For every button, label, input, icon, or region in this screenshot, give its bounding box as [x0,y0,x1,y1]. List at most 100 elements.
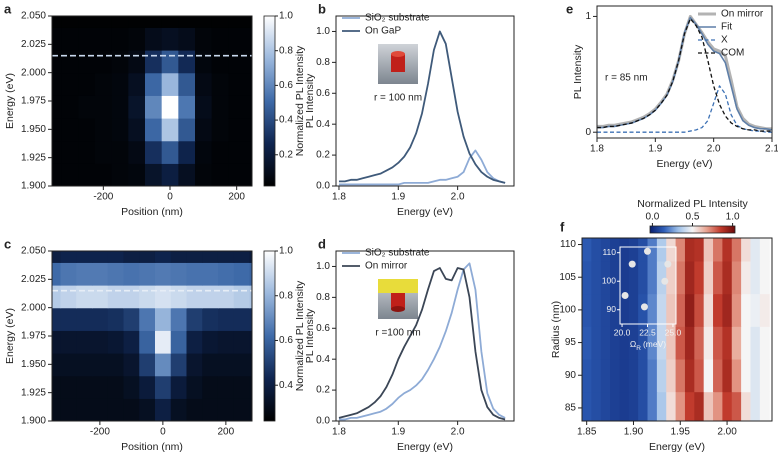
heatmap-cell [217,330,235,354]
heatmap-cell [628,358,639,393]
heatmap-cell [656,326,667,360]
render-disk [391,54,405,72]
heatmap-cell [638,358,649,393]
heatmap-cell [52,72,63,96]
panel-letter: d [318,236,326,251]
heatmap-cell [61,95,79,119]
heatmap-cell [750,293,761,327]
heatmap-cell [52,95,63,119]
heatmap-cell [111,95,129,119]
heatmap-cell [228,118,246,142]
x-tick-label: 1.8 [332,427,346,438]
legend-label: Fit [721,22,732,33]
heatmap-cell [245,95,252,119]
heatmap-cell [128,50,146,74]
inset-point [640,303,648,311]
heatmap-cell [145,163,163,186]
heatmap-cell [750,391,761,421]
heatmap-cell [52,118,63,142]
y-tick-label: 1.900 [21,181,46,192]
heatmap-cell [195,27,213,51]
x-tick-label: 1.9 [648,144,662,155]
heatmap-cell [128,163,146,186]
heatmap-cell [647,391,658,421]
colorbar-tick-label: 0.4 [279,115,293,126]
panel-letter: f [560,219,565,234]
heatmap-cell [139,353,156,377]
heatmap-cell [145,140,163,164]
colorbar-label: Normalized PL Intensity [294,280,306,391]
heatmap-cell [78,50,96,74]
heatmap-cell [76,375,93,399]
colorbar-label: Normalized PL Intensity [294,45,306,156]
render-disk-bottom [391,306,405,312]
heatmap-cell [123,307,140,331]
inset-point [643,247,651,255]
heatmap-cell [249,375,252,399]
heatmap-cell [731,238,742,262]
heatmap-cell [52,307,62,331]
heatmap-cell [95,72,113,96]
heatmap-cell [228,163,246,186]
heatmap-cell [107,375,125,399]
heatmap-cell [233,307,251,331]
heatmap-cell [638,391,649,421]
colorbar [649,225,736,234]
heatmap-cell [170,285,188,309]
heatmap-cell [750,260,761,295]
heatmap-cell [233,330,251,354]
heatmap-cell [52,398,62,421]
panel-letter: b [318,1,326,16]
inset-render-d [378,279,418,319]
y-tick-label: 2.025 [21,274,46,285]
heatmap-cell [161,118,179,142]
heatmap-cell [95,163,113,186]
y-tick-label: 2.025 [21,39,46,50]
heatmap-cell [123,285,140,309]
heatmap-cell [211,118,229,142]
heatmap-cell [249,251,252,263]
heatmap [52,16,252,186]
heatmap-cell [60,251,77,263]
colorbar-tick-label: 1.0 [279,246,293,257]
y-tick-label: 0.4 [316,354,330,365]
heatmap-cell [95,16,113,28]
heatmap-cell [656,260,667,295]
y-axis-label: Radius (nm) [550,301,562,358]
heatmap-cell [139,330,156,354]
heatmap-cell [656,293,667,327]
heatmap-cell [111,50,129,74]
heatmap-cell [170,307,188,331]
heatmap-cell [145,16,163,28]
colorbar-tick-label: 0.2 [279,149,293,160]
heatmap-cell [123,398,140,421]
x-tick-label: 1.90 [624,427,644,438]
heatmap-cell [186,353,203,377]
heatmap-cell [186,398,203,421]
inset-y-tick-label: 110 [602,247,616,257]
legend-label: On mirror [721,9,764,20]
heatmap-cell [694,391,705,421]
heatmap-cell [741,326,752,360]
heatmap-cell [684,293,695,327]
heatmap-cell [228,140,246,164]
heatmap-cell [759,391,770,421]
heatmap-cell [619,238,630,262]
heatmap-cell [675,391,686,421]
heatmap-cell [195,50,213,74]
inset-point [628,260,636,268]
heatmap-cell [78,118,96,142]
heatmap-cell [92,398,109,421]
series-line [338,149,506,186]
heatmap-cell [666,326,677,360]
heatmap-cell [600,326,611,360]
y-tick-label: 0.0 [316,181,330,192]
inset-frame [619,246,677,325]
y-tick-label: 1.925 [21,387,46,398]
heatmap-cell [195,140,213,164]
heatmap-cell [249,262,252,286]
heatmap-cell [638,326,649,360]
heatmap-cell [123,251,140,263]
